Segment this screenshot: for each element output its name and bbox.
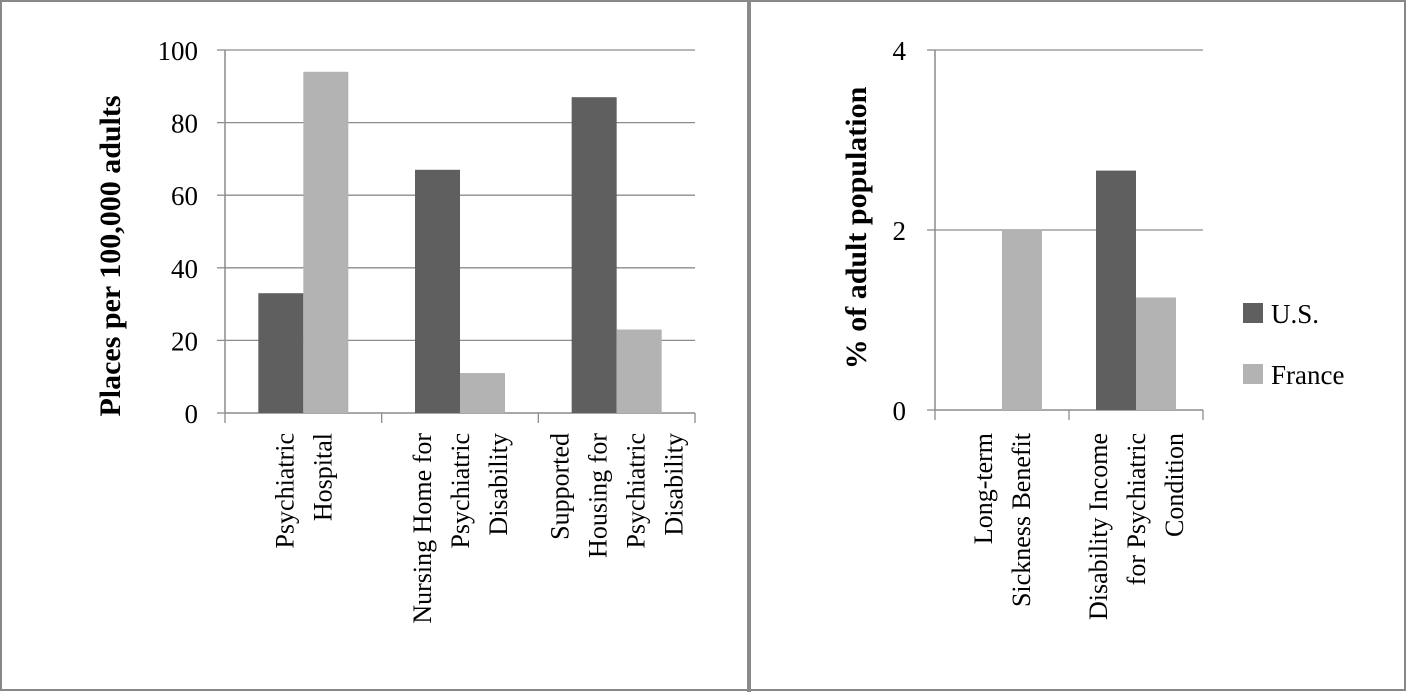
x-category-label: Long-term Sickness Benefit — [969, 432, 1036, 607]
legend-label-france: France — [1271, 360, 1344, 390]
x-category-label: Supported Housing for Psychiatric Disabilit… — [546, 433, 689, 558]
bar-us — [571, 97, 617, 413]
x-category-label-line: Nursing Home for — [408, 433, 437, 624]
x-category-label-line: Psychiatric — [622, 433, 651, 549]
bar-us — [415, 169, 460, 413]
y-tick-label: 2 — [893, 216, 907, 246]
legend-label-us: U.S. — [1271, 299, 1319, 329]
bar-france — [460, 373, 505, 413]
y-tick-label: 60 — [171, 181, 198, 211]
chart-places-per-100000: Places per 100,000 adults 0 20 40 60 80 100 Ps… — [94, 36, 696, 624]
bar-france — [303, 71, 349, 413]
legend-swatch-france — [1243, 364, 1263, 384]
x-category-label-line: Hospital — [308, 433, 337, 521]
y-tick-label: 20 — [171, 326, 198, 356]
x-category-label-line: for Psychiatric — [1122, 433, 1151, 585]
bar-france — [1136, 297, 1176, 410]
bar-us — [1096, 170, 1136, 410]
y-tick-label: 0 — [185, 399, 199, 429]
bar-france — [1002, 230, 1042, 410]
y-tick-label: 0 — [893, 396, 907, 426]
x-category-label-line: Condition — [1160, 433, 1189, 537]
y-tick-label: 40 — [171, 254, 198, 284]
y-tick-label: 4 — [893, 36, 907, 66]
panel-divider — [747, 0, 751, 692]
legend-swatch-us — [1243, 303, 1263, 323]
chart-percent-adult-population: % of adult population 0 2 4 Long-term Sickne… — [840, 36, 1204, 620]
x-category-label: Nursing Home for Psychiatric Disability — [408, 433, 513, 624]
x-category-label-line: Housing for — [584, 433, 613, 558]
x-category-label-line: Disability — [660, 433, 689, 536]
bar-france — [616, 329, 662, 413]
x-category-label: Psychiatric Hospital — [270, 433, 337, 549]
y-axis-label-right: % of adult population — [840, 86, 873, 369]
x-category-label-line: Disability Income — [1084, 433, 1113, 620]
x-category-label-line: Psychiatric — [270, 433, 299, 549]
x-category-label-line: Long-term — [969, 433, 998, 544]
x-category-label-line: Psychiatric — [446, 433, 475, 549]
y-tick-label: 100 — [158, 36, 199, 66]
x-category-label-line: Sickness Benefit — [1007, 432, 1036, 607]
x-category-label-line: Supported — [546, 433, 575, 540]
x-category-label-line: Disability — [484, 433, 513, 536]
y-axis-label-left: Places per 100,000 adults — [94, 95, 127, 416]
y-tick-label: 80 — [171, 109, 198, 139]
legend: U.S. France — [1243, 299, 1344, 390]
x-category-label: Disability Income for Psychiatric Conditio… — [1084, 433, 1189, 620]
bar-us — [258, 293, 304, 413]
